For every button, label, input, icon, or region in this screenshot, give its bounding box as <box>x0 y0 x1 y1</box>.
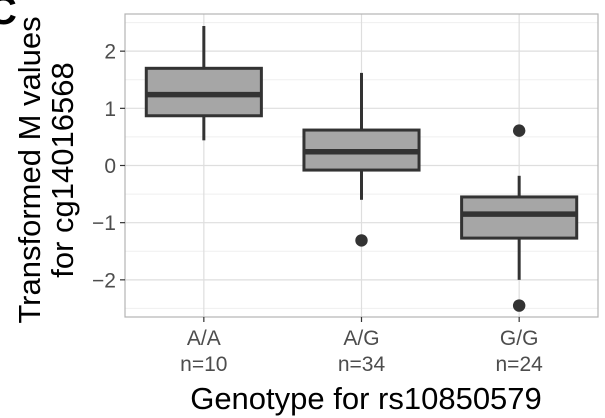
outlier-point <box>355 234 368 247</box>
y-axis-title: Transformed M values for cg14016568 <box>12 16 80 323</box>
y-tick-label: 0 <box>104 155 116 178</box>
outlier-point <box>512 299 526 312</box>
y-tick-label: 2 <box>104 41 116 64</box>
x-tick-count-label: n=10 <box>180 353 227 376</box>
x-tick-label: A/G <box>343 327 379 350</box>
x-axis-title: Genotype for rs10850579 <box>190 381 542 416</box>
y-axis-title-line-1: Transformed M values <box>12 16 47 323</box>
box-layer <box>144 26 579 312</box>
y-tick-label: 1 <box>104 98 116 121</box>
axis-layer: −2 −1 0 1 2 A/A n=10 A/G n=34 G/G n=24 <box>92 41 543 376</box>
x-tick-count-label: n=34 <box>338 353 386 376</box>
panel-letter: C <box>0 0 17 33</box>
x-tick-label: G/G <box>500 327 539 350</box>
x-tick-label: A/A <box>187 327 221 350</box>
y-tick-label: −2 <box>92 269 116 292</box>
x-tick-count-label: n=24 <box>496 353 544 376</box>
y-tick-label: −1 <box>92 212 116 235</box>
outlier-point <box>512 124 526 137</box>
y-axis-title-line-2: for cg14016568 <box>45 62 80 277</box>
box <box>460 195 579 240</box>
